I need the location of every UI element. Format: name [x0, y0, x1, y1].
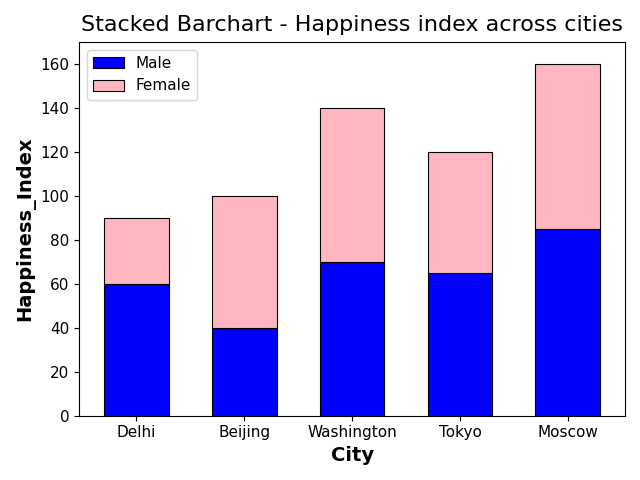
Bar	[212, 328, 276, 416]
Bar	[104, 284, 169, 416]
Bar	[212, 196, 276, 328]
Bar	[428, 152, 492, 273]
Bar	[536, 64, 600, 229]
X-axis label: City: City	[331, 446, 374, 465]
Bar	[320, 262, 385, 416]
Legend: Male, Female: Male, Female	[87, 50, 197, 100]
Bar	[536, 229, 600, 416]
Bar	[104, 218, 169, 284]
Bar	[320, 108, 385, 262]
Title: Stacked Barchart - Happiness index across cities: Stacked Barchart - Happiness index acros…	[81, 15, 623, 35]
Bar	[428, 273, 492, 416]
Y-axis label: Happiness_Index: Happiness_Index	[15, 137, 35, 321]
